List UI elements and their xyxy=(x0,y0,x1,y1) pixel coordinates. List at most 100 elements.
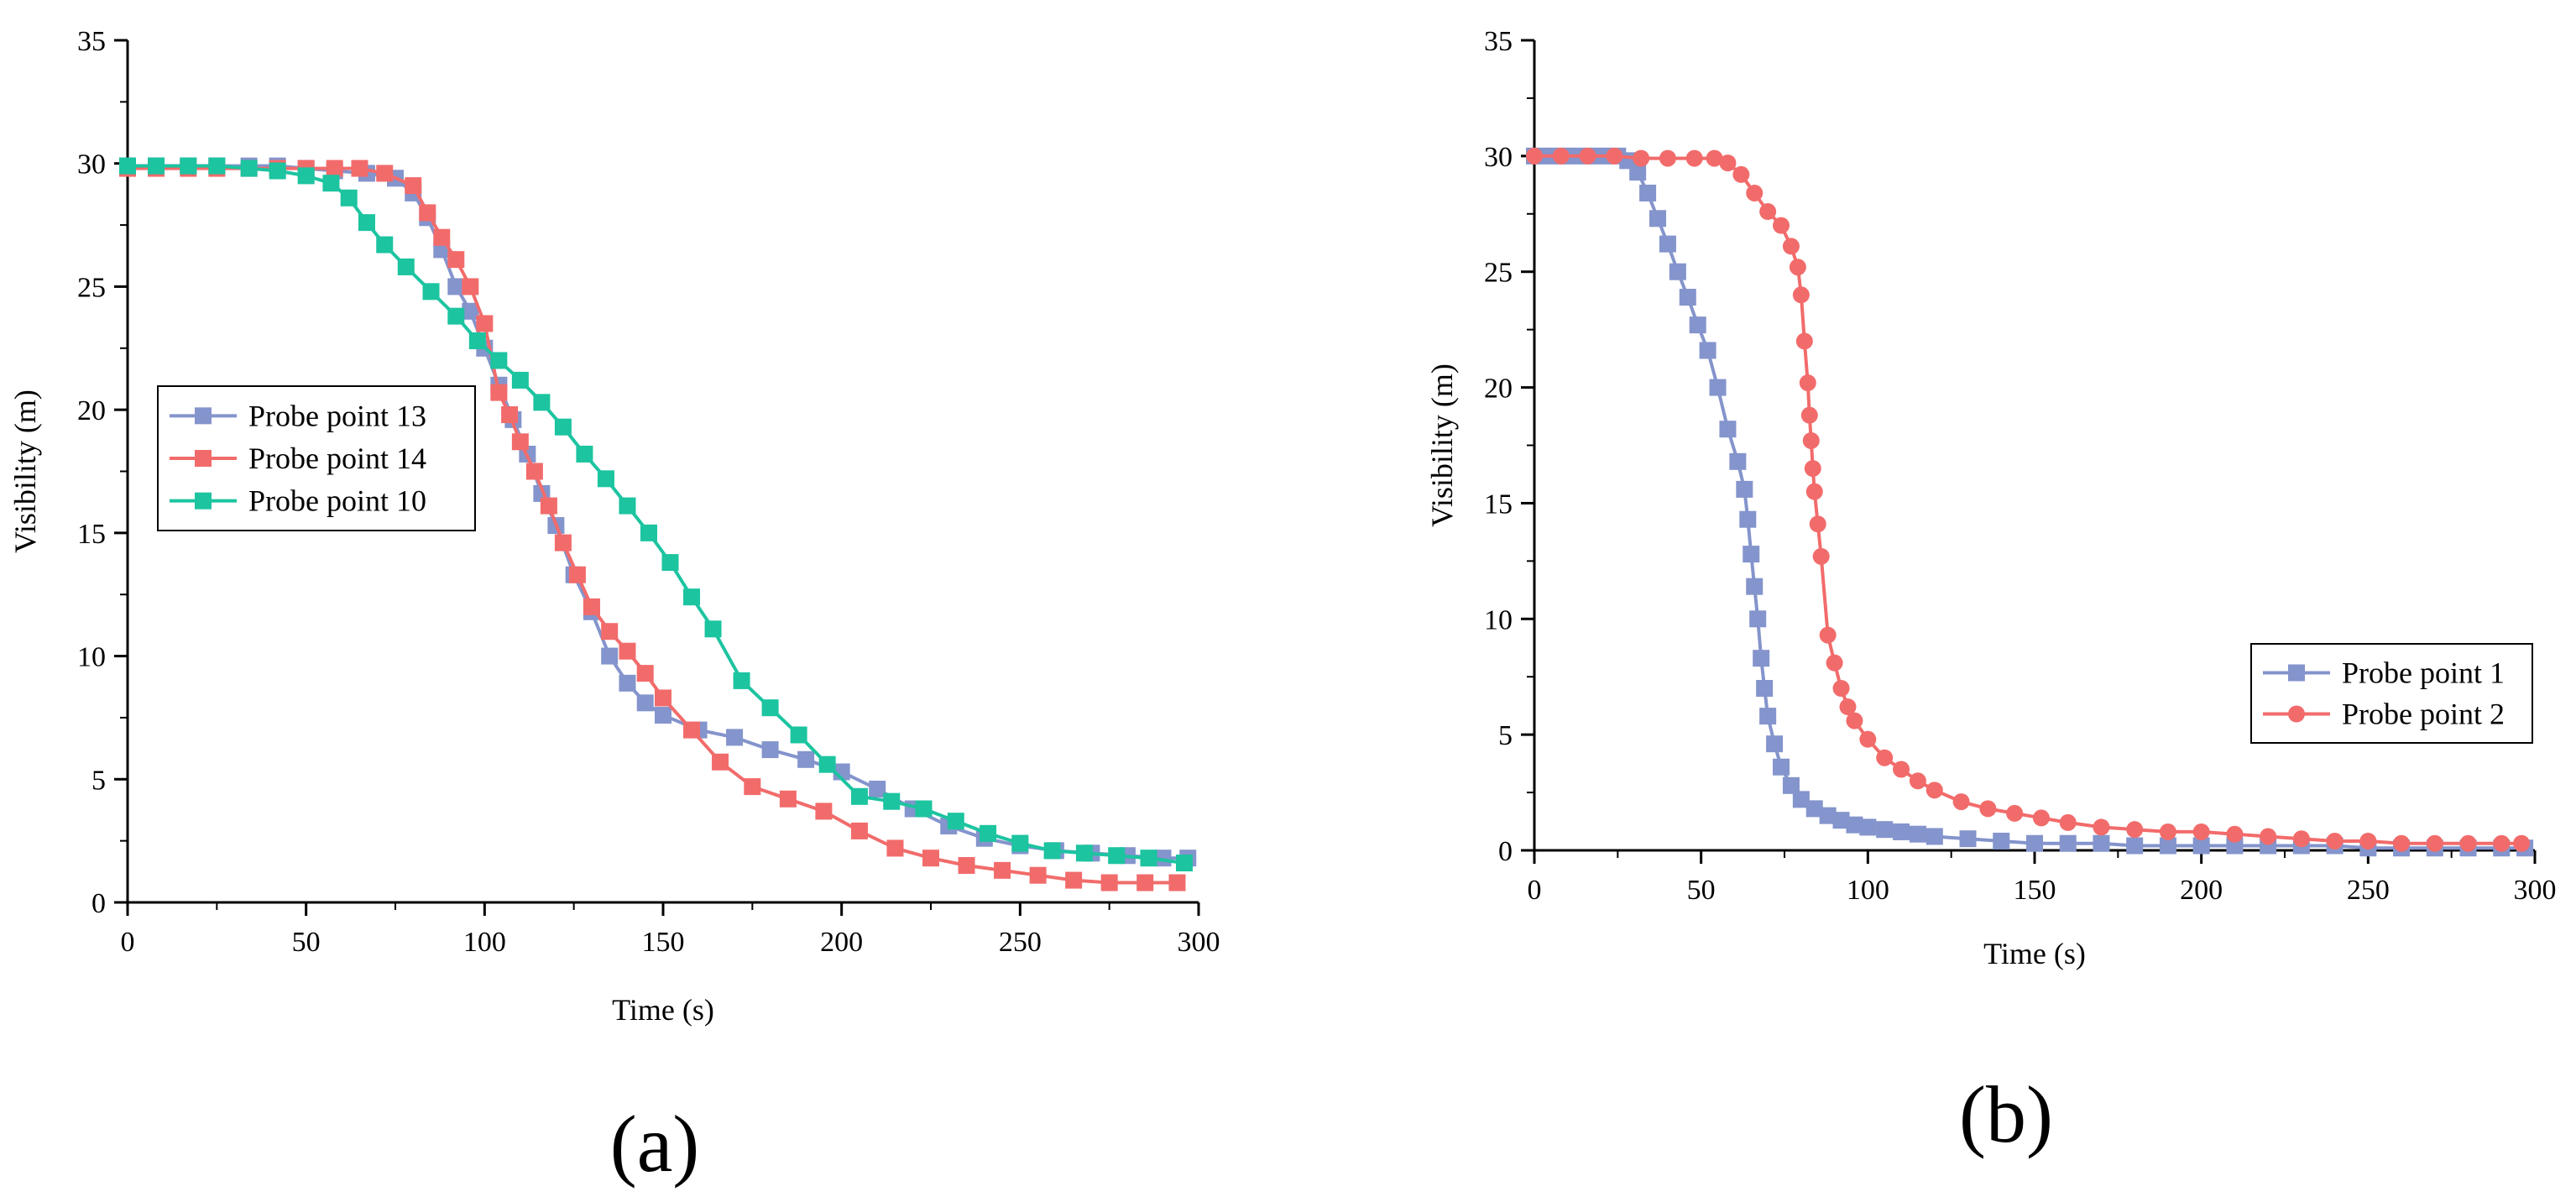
data-point xyxy=(2459,834,2477,852)
y-tick-label: 15 xyxy=(1484,489,1513,520)
data-point xyxy=(1729,452,1747,470)
data-point xyxy=(1746,184,1763,201)
data-point xyxy=(1893,823,1910,840)
data-point xyxy=(2059,813,2077,831)
data-point xyxy=(501,406,519,424)
data-point xyxy=(655,706,671,724)
data-point xyxy=(2192,823,2210,840)
data-point xyxy=(815,803,833,820)
data-point xyxy=(433,228,451,246)
data-point xyxy=(597,470,614,488)
data-point xyxy=(148,157,165,175)
data-point xyxy=(640,524,657,541)
data-point xyxy=(761,699,779,717)
data-point xyxy=(2359,832,2377,850)
data-point xyxy=(326,159,343,177)
data-point xyxy=(340,189,358,207)
data-point xyxy=(554,418,572,436)
data-point xyxy=(2059,834,2077,852)
data-point xyxy=(818,755,836,773)
data-point xyxy=(1526,147,1543,165)
data-point xyxy=(2093,818,2110,836)
data-point xyxy=(576,445,593,463)
data-point xyxy=(1685,149,1703,167)
data-point xyxy=(683,588,701,606)
x-tick-label: 250 xyxy=(2347,875,2390,906)
data-point xyxy=(2093,834,2110,852)
data-point xyxy=(704,620,722,638)
data-point xyxy=(447,278,465,295)
data-point xyxy=(397,258,415,275)
data-point xyxy=(2159,823,2176,840)
y-tick-label: 25 xyxy=(77,272,106,303)
data-point xyxy=(468,332,486,349)
legend-label: Probe point 1 xyxy=(2342,656,2505,690)
y-tick-label: 10 xyxy=(77,642,106,673)
data-point xyxy=(462,278,479,295)
data-point xyxy=(1800,406,1818,424)
data-point xyxy=(1659,149,1676,167)
data-point xyxy=(1846,816,1863,834)
x-tick-label: 300 xyxy=(1178,927,1220,958)
x-tick-label: 100 xyxy=(1847,875,1889,906)
y-axis-title: Visibility (m) xyxy=(8,389,42,553)
data-point xyxy=(636,694,654,712)
data-point xyxy=(208,157,226,175)
legend: Probe point 13 Probe point 14 Probe point … xyxy=(157,385,476,531)
data-point xyxy=(980,824,997,842)
data-point xyxy=(2292,830,2310,848)
data-point xyxy=(1759,203,1777,221)
data-point xyxy=(1893,761,1910,778)
data-point xyxy=(1876,821,1894,839)
data-point xyxy=(462,302,479,320)
x-tick-label: 300 xyxy=(2514,875,2557,906)
data-point xyxy=(1782,238,1800,255)
data-point xyxy=(1075,844,1093,862)
data-point xyxy=(1832,680,1850,697)
data-point xyxy=(1140,850,1157,867)
data-point xyxy=(1719,421,1737,438)
legend-item: Probe point 1 xyxy=(2263,656,2505,690)
legend-marker xyxy=(195,450,212,467)
data-point xyxy=(619,674,636,692)
data-point xyxy=(351,159,368,177)
data-point xyxy=(1629,164,1647,181)
data-point xyxy=(358,214,375,232)
data-point xyxy=(511,371,529,389)
data-point xyxy=(726,729,744,746)
x-tick-label: 150 xyxy=(642,927,685,958)
chart-panel-b: 0 50 100 150 200 250 300 0 5 10 15 20 25 30 35 Time (s)… xyxy=(1425,26,2557,1159)
data-point xyxy=(733,672,750,689)
y-tick-label: 30 xyxy=(1484,142,1513,173)
series-line xyxy=(1534,154,2526,850)
data-point xyxy=(422,283,440,301)
y-tick-label: 35 xyxy=(77,26,106,57)
series-probe-point-10 xyxy=(119,157,1193,872)
x-tick-label: 50 xyxy=(292,927,321,958)
legend-marker xyxy=(2288,664,2305,682)
data-point xyxy=(2026,834,2043,852)
data-point xyxy=(1993,832,2010,850)
data-point xyxy=(1804,460,1821,478)
data-point xyxy=(619,497,636,515)
data-point xyxy=(1859,730,1877,748)
x-tick-label: 250 xyxy=(999,927,1042,958)
data-point xyxy=(922,850,939,867)
y-axis-title: Visibility (m) xyxy=(1425,363,1459,527)
data-point xyxy=(1805,800,1823,818)
data-point xyxy=(2192,837,2210,855)
data-point xyxy=(1719,154,1737,172)
legend-item: Probe point 14 xyxy=(170,442,426,475)
data-point xyxy=(240,159,258,177)
data-point xyxy=(490,384,508,401)
data-point xyxy=(1011,834,1029,852)
data-point xyxy=(1925,828,1943,845)
data-point xyxy=(1789,259,1806,276)
data-point xyxy=(958,856,975,874)
data-point xyxy=(540,497,557,515)
y-tick-label: 20 xyxy=(1484,374,1513,405)
data-point xyxy=(619,642,636,660)
data-point xyxy=(1175,855,1193,872)
data-point xyxy=(1732,165,1750,183)
